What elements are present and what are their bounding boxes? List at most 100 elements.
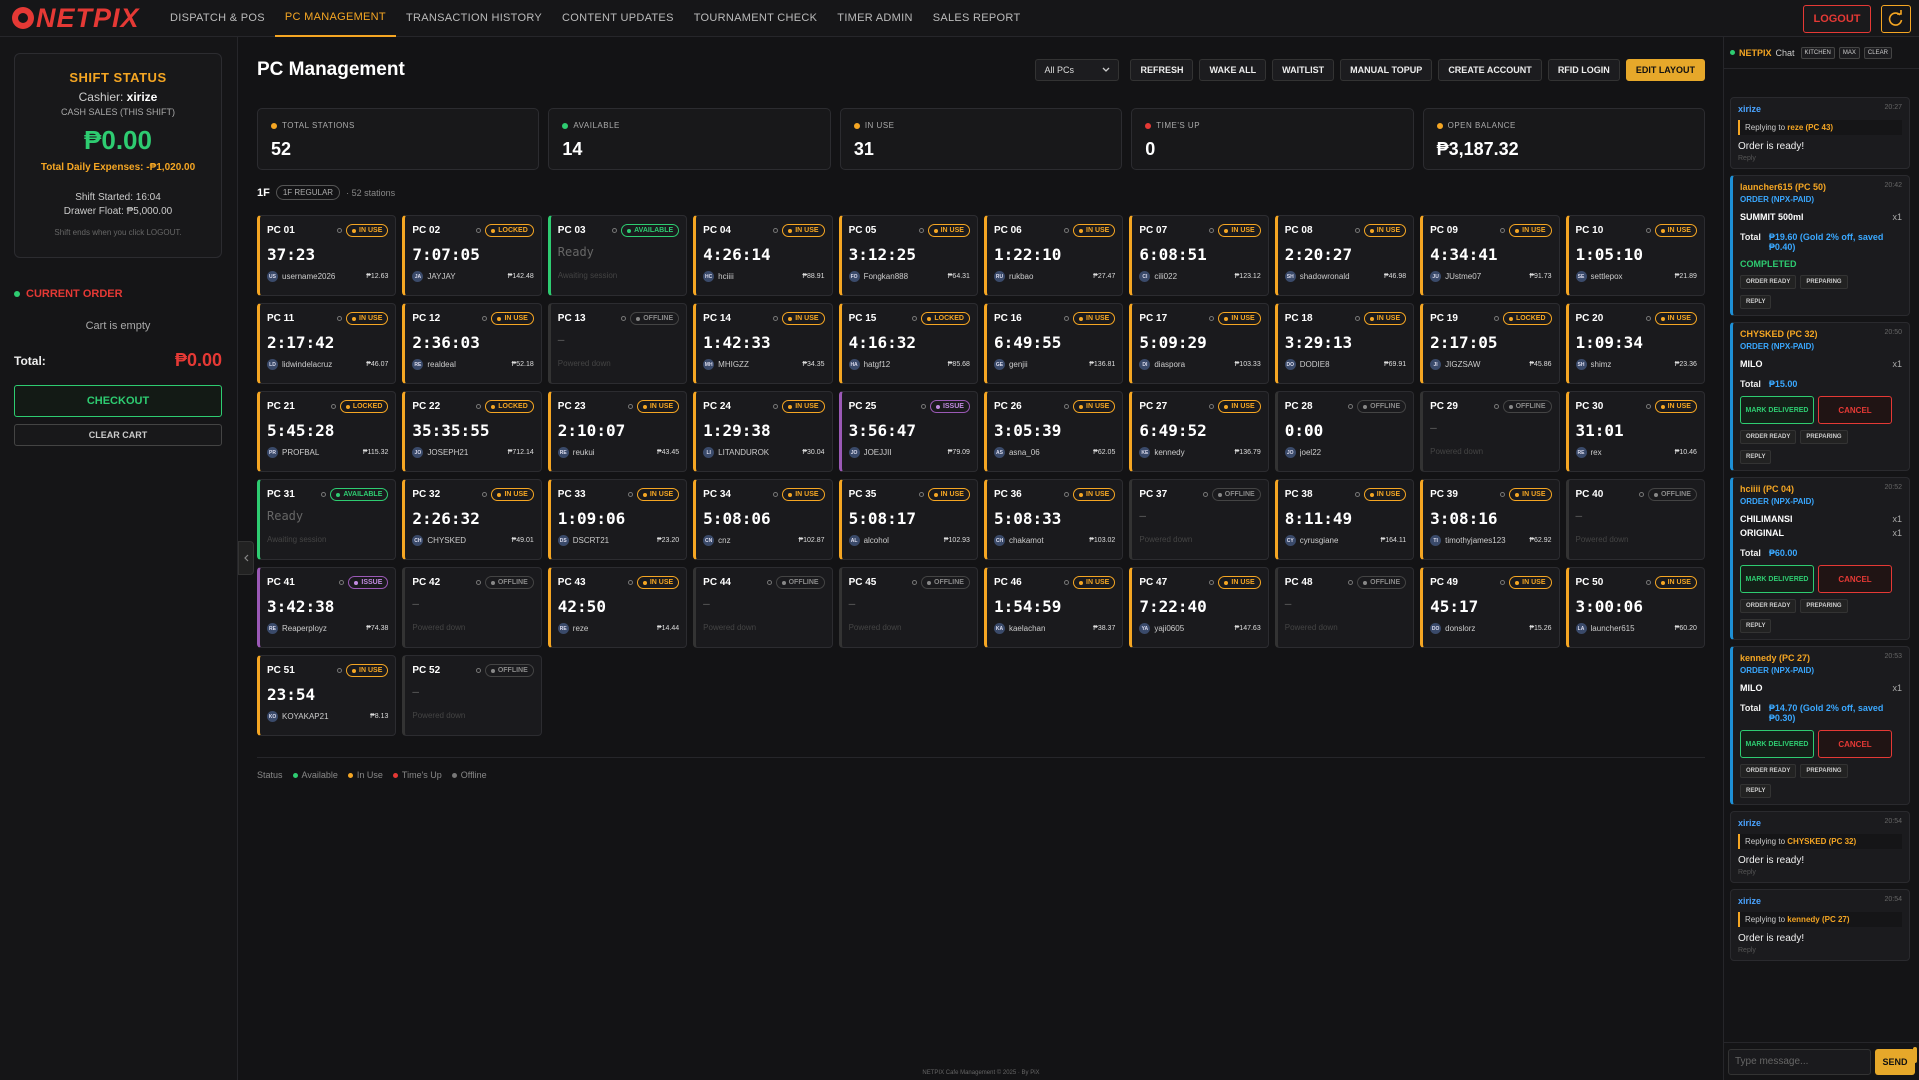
pc-card[interactable]: PC 26 IN USE 3:05:39 AS asna_06 ₱62.05 <box>983 391 1124 472</box>
pc-card[interactable]: PC 19 LOCKED 2:17:05 JI JIGZSAW ₱45.86 <box>1420 303 1560 384</box>
pc-card[interactable]: PC 29 OFFLINE – Powered down <box>1420 391 1560 472</box>
reply-button[interactable]: REPLY <box>1740 295 1772 309</box>
pc-card[interactable]: PC 30 IN USE 31:01 RE rex ₱10.46 <box>1565 391 1705 472</box>
status-button[interactable]: PREPARING <box>1800 430 1848 444</box>
pc-card[interactable]: PC 39 IN USE 3:08:16 TI timothyjames123 ₱62.9… <box>1420 479 1560 560</box>
toolbar-button[interactable]: RFID LOGIN <box>1547 59 1620 81</box>
nav-tab[interactable]: TRANSACTION HISTORY <box>405 12 543 24</box>
mark-delivered-button[interactable]: MARK DELIVERED <box>1740 730 1814 758</box>
pc-card[interactable]: PC 02 LOCKED 7:07:05 JA JAYJAY ₱142.48 <box>402 215 542 296</box>
pc-card[interactable]: PC 40 OFFLINE – Powered down <box>1565 479 1705 560</box>
pc-card[interactable]: PC 23 IN USE 2:10:07 RE reukui ₱43.45 <box>547 391 688 472</box>
nav-tab[interactable]: PC MANAGEMENT <box>274 0 396 37</box>
pc-card[interactable]: PC 16 IN USE 6:49:55 GE genjii ₱136.81 <box>983 303 1124 384</box>
nav-tab[interactable]: CONTENT UPDATES <box>562 12 674 24</box>
pc-card[interactable]: PC 18 IN USE 3:29:13 DO DODIE8 ₱69.91 <box>1274 303 1415 384</box>
status-button[interactable]: ORDER READY <box>1740 275 1797 289</box>
pc-card[interactable]: PC 44 OFFLINE – Powered down <box>693 567 833 648</box>
pc-card[interactable]: PC 49 IN USE 45:17 DO donslorz ₱15.26 <box>1420 567 1560 648</box>
nav-tab[interactable]: TIMER ADMIN <box>837 12 913 24</box>
pc-card[interactable]: PC 28 OFFLINE 0:00 JO joel22 <box>1274 391 1415 472</box>
filter-select[interactable]: All PCs <box>1035 59 1120 81</box>
checkout-button[interactable]: CHECKOUT <box>14 385 222 417</box>
mark-delivered-button[interactable]: MARK DELIVERED <box>1740 565 1814 593</box>
reply-link[interactable]: Reply <box>1738 947 1756 954</box>
pc-card[interactable]: PC 07 IN USE 6:08:51 CI cili022 ₱123.12 <box>1129 215 1269 296</box>
pc-card[interactable]: PC 50 IN USE 3:00:06 LA launcher615 ₱60.20 <box>1565 567 1705 648</box>
toolbar-button[interactable]: EDIT LAYOUT <box>1625 59 1705 81</box>
send-button[interactable]: SEND <box>1875 1048 1915 1075</box>
pc-card[interactable]: PC 42 OFFLINE – Powered down <box>402 567 542 648</box>
pc-card[interactable]: PC 36 IN USE 5:08:33 CH chakamot ₱103.02 <box>983 479 1124 560</box>
pc-card[interactable]: PC 09 IN USE 4:34:41 JU JUstme07 ₱91.73 <box>1420 215 1560 296</box>
toolbar-button[interactable]: REFRESH <box>1130 59 1194 81</box>
pc-card[interactable]: PC 15 LOCKED 4:16:32 HA hatgf12 ₱85.68 <box>838 303 978 384</box>
pc-card[interactable]: PC 34 IN USE 5:08:06 CN cnz ₱102.87 <box>693 479 833 560</box>
pc-card[interactable]: PC 24 IN USE 1:29:38 LI LITANDUROK ₱30.04 <box>693 391 833 472</box>
pc-card[interactable]: PC 27 IN USE 6:49:52 KE kennedy ₱136.79 <box>1129 391 1269 472</box>
pc-card[interactable]: PC 35 IN USE 5:08:17 AL alcohol ₱102.93 <box>838 479 978 560</box>
cancel-button[interactable]: CANCEL <box>1818 565 1892 593</box>
clear-cart-button[interactable]: CLEAR CART <box>14 424 222 446</box>
pc-card[interactable]: PC 52 OFFLINE – Powered down <box>402 655 542 736</box>
status-button[interactable]: ORDER READY <box>1740 764 1797 778</box>
cancel-button[interactable]: CANCEL <box>1818 730 1892 758</box>
pc-card[interactable]: PC 51 IN USE 23:54 KO KOYAKAP21 ₱8.13 <box>257 655 397 736</box>
pc-card[interactable]: PC 48 OFFLINE – Powered down <box>1274 567 1415 648</box>
reply-link[interactable]: Reply <box>1738 155 1756 162</box>
reply-button[interactable]: REPLY <box>1740 619 1772 633</box>
nav-tab[interactable]: TOURNAMENT CHECK <box>693 12 818 24</box>
pc-card[interactable]: PC 04 IN USE 4:26:14 HC hciiii ₱88.91 <box>693 215 833 296</box>
nav-tab[interactable]: SALES REPORT <box>932 12 1021 24</box>
toolbar-button[interactable]: MANUAL TOPUP <box>1340 59 1433 81</box>
chat-header-button[interactable]: CLEAR <box>1863 46 1892 59</box>
pc-card[interactable]: PC 45 OFFLINE – Powered down <box>838 567 978 648</box>
pc-card[interactable]: PC 17 IN USE 5:09:29 DI diaspora ₱103.33 <box>1129 303 1269 384</box>
nav-tab[interactable]: DISPATCH & POS <box>170 12 265 24</box>
reply-button[interactable]: REPLY <box>1740 450 1772 464</box>
pc-card[interactable]: PC 25 ISSUE 3:56:47 JO JOEJJII ₱79.09 <box>838 391 978 472</box>
cancel-button[interactable]: CANCEL <box>1818 396 1892 424</box>
collapse-handle[interactable] <box>238 541 254 575</box>
refresh-icon-button[interactable] <box>1881 5 1911 33</box>
toolbar-button[interactable]: WAITLIST <box>1272 59 1335 81</box>
pc-card[interactable]: PC 33 IN USE 1:09:06 DS DSCRT21 ₱23.20 <box>547 479 688 560</box>
toolbar-button[interactable]: WAKE ALL <box>1199 59 1267 81</box>
pc-card[interactable]: PC 11 IN USE 2:17:42 LD lidwindelacruz ₱46.07 <box>257 303 397 384</box>
pc-card[interactable]: PC 01 IN USE 37:23 US username2026 ₱12.63 <box>257 215 397 296</box>
pc-card[interactable]: PC 46 IN USE 1:54:59 KA kaelachan ₱38.37 <box>983 567 1124 648</box>
pc-card[interactable]: PC 03 AVAILABLE Ready Awaiting session <box>547 215 688 296</box>
logout-button[interactable]: LOGOUT <box>1803 5 1871 33</box>
pc-card[interactable]: PC 21 LOCKED 5:45:28 PR PROFBAL ₱115.32 <box>257 391 397 472</box>
pc-card[interactable]: PC 13 OFFLINE – Powered down <box>547 303 688 384</box>
pc-card[interactable]: PC 41 ISSUE 3:42:38 RE Reaperployz ₱74.38 <box>257 567 397 648</box>
reply-link[interactable]: Reply <box>1738 869 1756 876</box>
pc-card[interactable]: PC 43 IN USE 42:50 RE reze ₱14.44 <box>547 567 688 648</box>
pc-card[interactable]: PC 32 IN USE 2:26:32 CH CHYSKED ₱49.01 <box>402 479 542 560</box>
pc-card[interactable]: PC 38 IN USE 8:11:49 CY cyrusgiane ₱164.11 <box>1274 479 1415 560</box>
pc-card[interactable]: PC 31 AVAILABLE Ready Awaiting session <box>257 479 397 560</box>
pc-card[interactable]: PC 08 IN USE 2:20:27 SH shadowronald ₱46.98 <box>1274 215 1415 296</box>
status-button[interactable]: ORDER READY <box>1740 599 1797 613</box>
chat-header-button[interactable]: KITCHEN <box>1800 46 1835 59</box>
status-button[interactable]: PREPARING <box>1800 764 1848 778</box>
pc-card[interactable]: PC 10 IN USE 1:05:10 SE settlepox ₱21.89 <box>1565 215 1705 296</box>
status-badge: IN USE <box>1509 224 1552 237</box>
chat-header-button[interactable]: MAX <box>1838 46 1860 59</box>
pc-card[interactable]: PC 37 OFFLINE – Powered down <box>1129 479 1269 560</box>
pc-card[interactable]: PC 20 IN USE 1:09:34 SH shimz ₱23.36 <box>1565 303 1705 384</box>
pc-card[interactable]: PC 06 IN USE 1:22:10 RU rukbao ₱27.47 <box>983 215 1124 296</box>
pc-card[interactable]: PC 47 IN USE 7:22:40 YA yaji0605 ₱147.63 <box>1129 567 1269 648</box>
status-button[interactable]: PREPARING <box>1800 599 1848 613</box>
status-button[interactable]: ORDER READY <box>1740 430 1797 444</box>
message-input[interactable]: Type message... <box>1728 1048 1871 1075</box>
mark-delivered-button[interactable]: MARK DELIVERED <box>1740 396 1814 424</box>
toolbar-button[interactable]: CREATE ACCOUNT <box>1438 59 1542 81</box>
pc-card[interactable]: PC 12 IN USE 2:36:03 RE realdeal ₱52.18 <box>402 303 542 384</box>
pc-card[interactable]: PC 14 IN USE 1:42:33 MH MHIGZZ ₱34.35 <box>693 303 833 384</box>
pc-card[interactable]: PC 22 LOCKED 35:35:55 JO JOSEPH21 ₱712.14 <box>402 391 542 472</box>
status-button[interactable]: PREPARING <box>1800 275 1848 289</box>
logo[interactable]: NETPIX <box>10 3 160 34</box>
pc-card[interactable]: PC 05 IN USE 3:12:25 FO Fongkan888 ₱64.31 <box>838 215 978 296</box>
reply-button[interactable]: REPLY <box>1740 784 1772 798</box>
